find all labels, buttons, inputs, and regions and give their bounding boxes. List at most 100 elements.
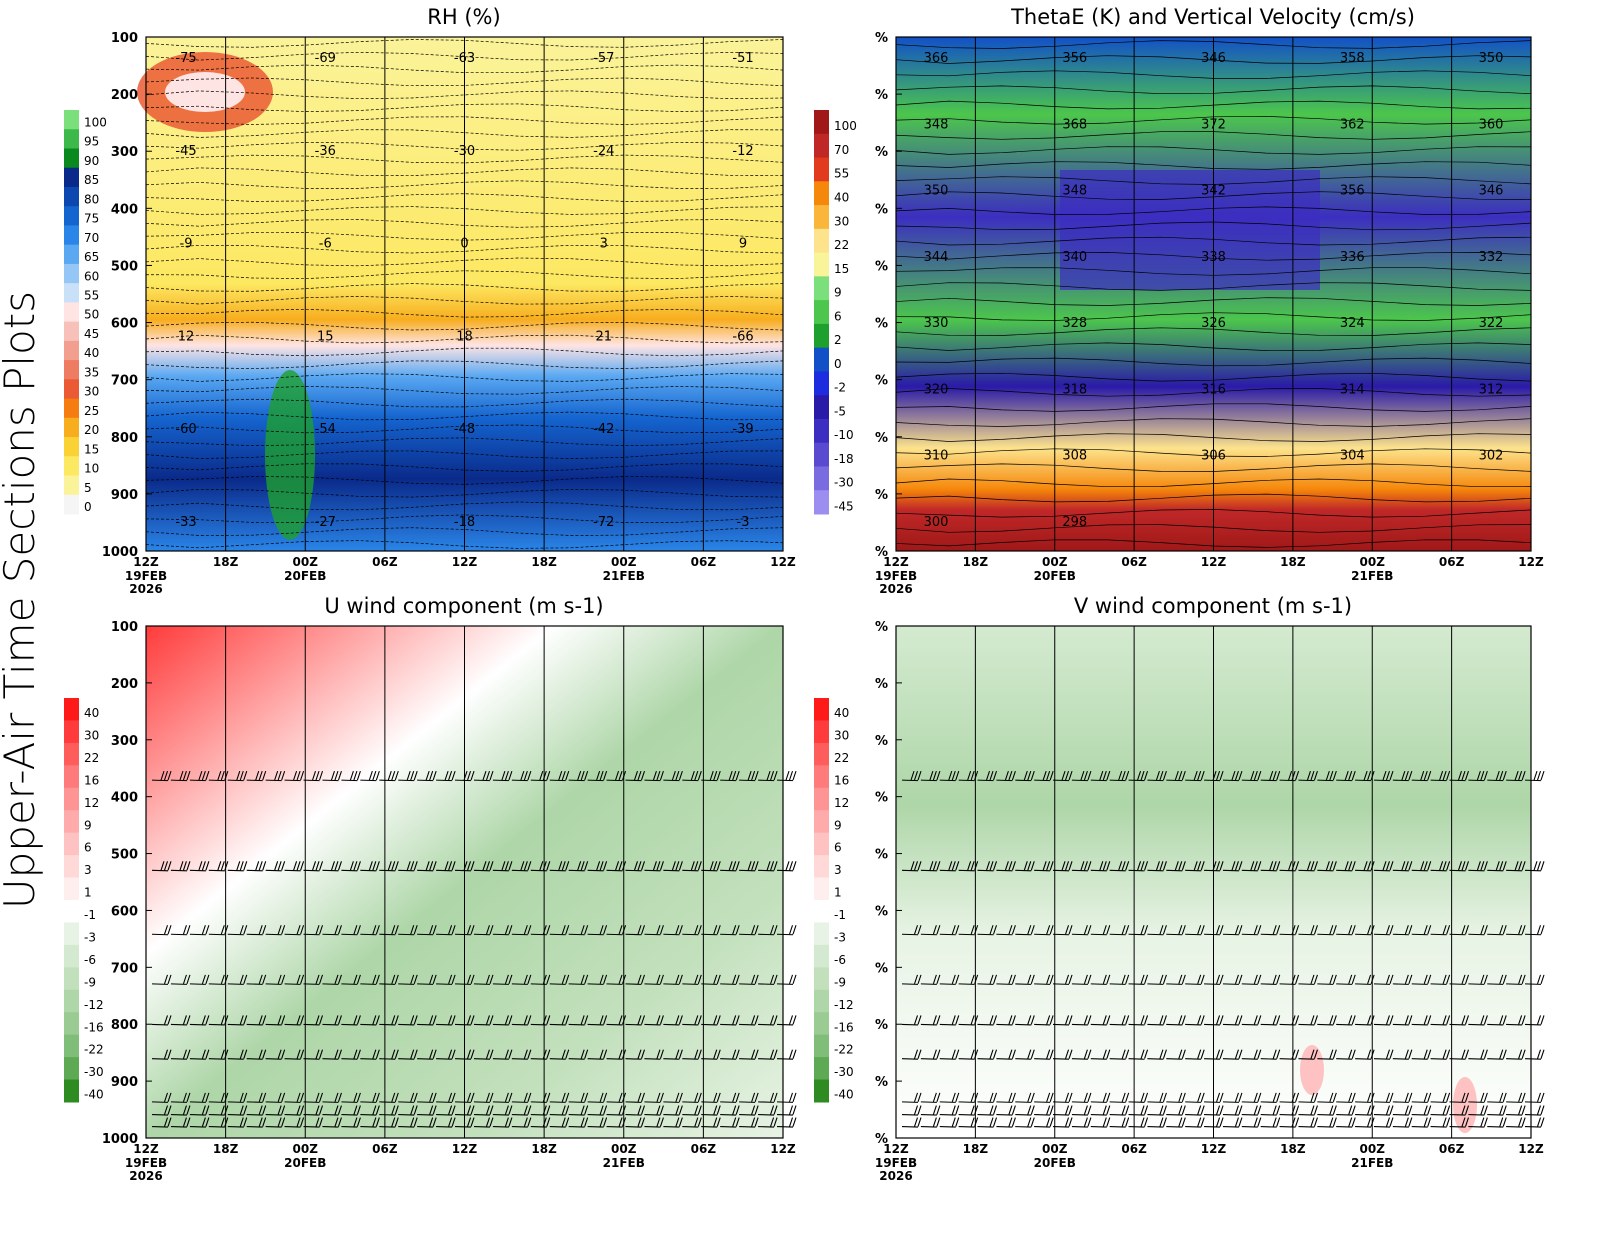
wind-barb-shaft <box>1185 1023 1202 1026</box>
wind-barb-flag <box>599 1049 604 1059</box>
wind-barb-shaft <box>436 1126 453 1128</box>
wind-barb-flag <box>1385 925 1390 935</box>
wind-barb-shaft <box>170 933 187 936</box>
wind-barb-flag <box>1102 770 1107 781</box>
wind-barb-flag <box>989 1105 994 1115</box>
contour-line <box>145 386 784 395</box>
wind-barb-flag <box>656 1105 661 1115</box>
wind-barb-flag <box>356 1049 361 1059</box>
thetae-colorbar-swatch <box>814 490 829 515</box>
thetae-colorbar-swatch <box>814 205 829 230</box>
wind-barb-shaft <box>417 779 434 782</box>
wind-barb-shaft <box>682 1058 699 1060</box>
wind-barb-flag <box>1483 1092 1488 1103</box>
wind-barb-flag <box>1446 1015 1451 1025</box>
wind-barb-flag <box>992 1092 998 1103</box>
wind-barb-shaft <box>901 1023 919 1026</box>
wind-barb-flag <box>1216 1015 1221 1025</box>
wind-barb-flag <box>220 1015 225 1025</box>
contour-line <box>145 373 784 382</box>
wind-barb-flag <box>489 1105 494 1115</box>
wind-barb-flag <box>561 1105 566 1115</box>
wind-barb-flag <box>1046 1117 1051 1127</box>
uwind-x-tick-label: 12Z <box>452 1142 478 1156</box>
wind-barb-flag <box>277 974 282 985</box>
rh-y-tick-label: 300 <box>111 145 138 160</box>
wind-barb-flag <box>599 861 604 871</box>
wind-barb-shaft <box>1430 1114 1447 1116</box>
wind-barb-flag <box>1023 770 1028 781</box>
uwind-colorbar-swatch <box>64 989 79 1013</box>
contour-label: 308 <box>1062 449 1087 464</box>
wind-barb-flag <box>1144 1117 1149 1127</box>
wind-barb-flag <box>1257 770 1262 781</box>
wind-barb-flag <box>1178 861 1183 871</box>
wind-barb-flag <box>584 974 589 985</box>
wind-barb-flag <box>1219 1015 1224 1025</box>
wind-barb-shaft <box>758 933 775 936</box>
uwind-y-tick-label: 600 <box>111 904 138 919</box>
wind-barb-shaft <box>227 1023 244 1026</box>
wind-barb-shaft <box>1317 933 1334 936</box>
wind-barb-flag <box>523 974 528 985</box>
wind-barb-flag <box>448 1049 453 1059</box>
wind-barb-flag <box>1234 1015 1239 1025</box>
wind-barb-flag <box>694 770 699 781</box>
rh-contours <box>145 39 784 549</box>
wind-barb-flag <box>1351 925 1356 935</box>
wind-barb-flag <box>1250 770 1255 781</box>
wind-barb-flag <box>751 1117 756 1127</box>
rh-date-label: 19FEB <box>125 569 167 583</box>
wind-barb-shaft <box>455 983 472 985</box>
wind-barb-flag <box>1083 1092 1088 1103</box>
wind-barb-flag <box>182 974 187 985</box>
wind-barb-flag <box>527 974 532 985</box>
wind-barb-shaft <box>170 1023 187 1026</box>
wind-barb-flag <box>1367 925 1372 935</box>
wind-barb-flag <box>1046 925 1051 935</box>
wind-barb-flag <box>334 925 339 935</box>
wind-barb-shaft <box>1071 983 1088 985</box>
wind-barb-flag <box>1049 1015 1054 1025</box>
wind-barb-flag <box>258 974 263 985</box>
wind-barb-flag <box>1144 861 1149 871</box>
wind-barb-flag <box>239 925 244 935</box>
wind-barb-shaft <box>1053 1101 1070 1103</box>
wind-barb-flag <box>728 770 733 781</box>
wind-barb-flag <box>258 1105 263 1115</box>
wind-barb-flag <box>182 861 187 871</box>
wind-barb-flag <box>751 770 756 781</box>
wind-barb-flag <box>504 861 509 871</box>
wind-barb-flag <box>1540 1092 1545 1103</box>
thetae-colorbar-label: -5 <box>834 404 846 418</box>
wind-barb-flag <box>1483 1105 1488 1115</box>
wind-barb-flag <box>1125 1092 1130 1103</box>
wind-barb-shaft <box>701 1101 718 1103</box>
wind-barb-shaft <box>606 1114 623 1116</box>
wind-barb-flag <box>258 1117 263 1127</box>
thetae-y-tick-label: % <box>875 431 888 446</box>
wind-barb-shaft <box>1260 779 1277 782</box>
wind-barb-flag <box>1087 1092 1092 1103</box>
wind-barb-shaft <box>1166 1126 1183 1128</box>
rh-y-tick-label: 900 <box>111 488 138 503</box>
wind-barb-flag <box>281 925 286 935</box>
rh-colorbar-label: 95 <box>84 135 99 149</box>
wind-barb-flag <box>716 974 721 985</box>
wind-barb-flag <box>1518 1015 1523 1025</box>
wind-barb-flag <box>1404 1015 1409 1025</box>
wind-barb-shaft <box>473 869 490 872</box>
wind-barb-flag <box>1329 1015 1334 1025</box>
wind-barb-shaft <box>1109 1101 1126 1103</box>
wind-barb-flag <box>989 861 994 871</box>
wind-barb-flag <box>410 1092 415 1103</box>
wind-barb-shaft <box>939 1058 956 1060</box>
contour-line <box>145 180 784 189</box>
wind-barb-shaft <box>1524 933 1542 936</box>
wind-barb-flag <box>584 1015 589 1025</box>
wind-barb-shaft <box>246 1058 263 1060</box>
wind-barb-flag <box>330 770 335 781</box>
wind-barb-shaft <box>977 1126 994 1128</box>
wind-barb-flag <box>565 1092 570 1103</box>
wind-barb-flag <box>179 770 184 781</box>
